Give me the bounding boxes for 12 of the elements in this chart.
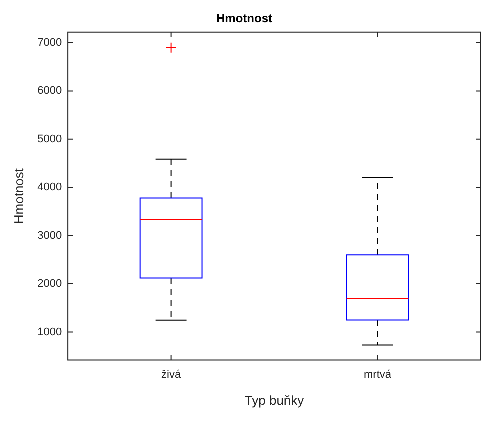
y-tick-label: 6000 (38, 85, 62, 98)
x-tick-label: živá (162, 368, 182, 381)
y-tick-label: 2000 (38, 278, 62, 290)
y-tick-label: 7000 (38, 37, 62, 50)
chart-title: Hmotnost (216, 12, 272, 26)
y-axis-title: Hmotnost (11, 168, 26, 224)
y-tick-label: 4000 (38, 182, 62, 194)
x-axis-title: Typ buňky (244, 392, 305, 408)
y-tick-label: 5000 (38, 133, 62, 146)
y-tick-label: 3000 (38, 230, 62, 242)
x-tick-label: mrtvá (364, 368, 392, 381)
y-tick-label: 1000 (38, 326, 62, 338)
